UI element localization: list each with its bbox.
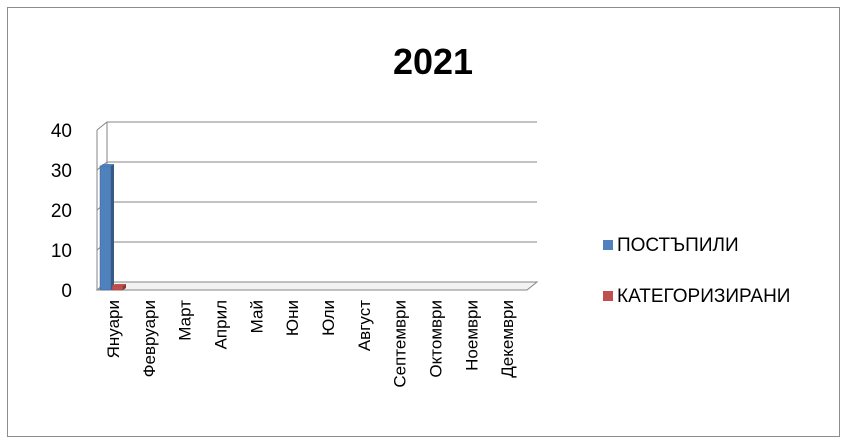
x-tick-label-8: Септември bbox=[391, 300, 410, 388]
y-tick-label-0: 0 bbox=[61, 281, 72, 302]
x-tick-label-10: Ноември bbox=[462, 300, 481, 371]
x-axis: Януари Февруари Март Април Май Юни Юли Август Се… bbox=[104, 300, 517, 388]
bar-front-1-0 bbox=[111, 285, 124, 291]
bar-side-1-0 bbox=[123, 284, 126, 290]
y-tick-label-1: 10 bbox=[51, 241, 72, 262]
legend-label-1: КАТЕГОРИЗИРАНИ bbox=[617, 286, 790, 307]
x-tick-label-2: Март bbox=[176, 300, 195, 341]
bar-side-0-0 bbox=[111, 164, 114, 290]
legend-label-0: ПОСТЪПИЛИ bbox=[617, 235, 739, 256]
plot-area bbox=[95, 121, 539, 291]
x-tick-label-7: Август bbox=[355, 300, 374, 351]
x-tick-label-11: Декември bbox=[498, 300, 517, 378]
y-axis: 0 10 20 30 40 bbox=[51, 121, 72, 302]
legend: ПОСТЪПИЛИ КАТЕГОРИЗИРАНИ bbox=[603, 235, 790, 307]
y-tick-label-4: 40 bbox=[51, 121, 72, 142]
legend-swatch-1 bbox=[603, 291, 613, 301]
x-tick-label-3: Април bbox=[211, 300, 230, 349]
x-tick-label-9: Октомври bbox=[426, 300, 445, 378]
y-tick-label-2: 20 bbox=[51, 201, 72, 222]
chart-floor bbox=[95, 281, 539, 291]
gridline-3 bbox=[96, 161, 537, 171]
x-tick-label-5: Юни bbox=[283, 300, 302, 336]
gridline-2 bbox=[96, 201, 537, 211]
legend-swatch-0 bbox=[603, 240, 613, 250]
bar-front-0-0 bbox=[99, 165, 112, 291]
bar-1-0 bbox=[111, 284, 126, 291]
x-tick-label-1: Февруари bbox=[140, 300, 159, 377]
bar-top-0-0 bbox=[100, 164, 114, 166]
y-tick-label-3: 30 bbox=[51, 161, 72, 182]
gridline-4 bbox=[96, 121, 537, 131]
bar-top-1-0 bbox=[112, 284, 126, 286]
gridline-1 bbox=[96, 241, 537, 251]
x-tick-label-6: Юли bbox=[319, 300, 338, 336]
chart-title: 2021 bbox=[393, 41, 473, 82]
x-tick-label-4: Май bbox=[247, 300, 266, 333]
chart-frame bbox=[7, 7, 840, 437]
x-tick-label-0: Януари bbox=[104, 300, 123, 358]
bar-0-0 bbox=[99, 164, 114, 291]
